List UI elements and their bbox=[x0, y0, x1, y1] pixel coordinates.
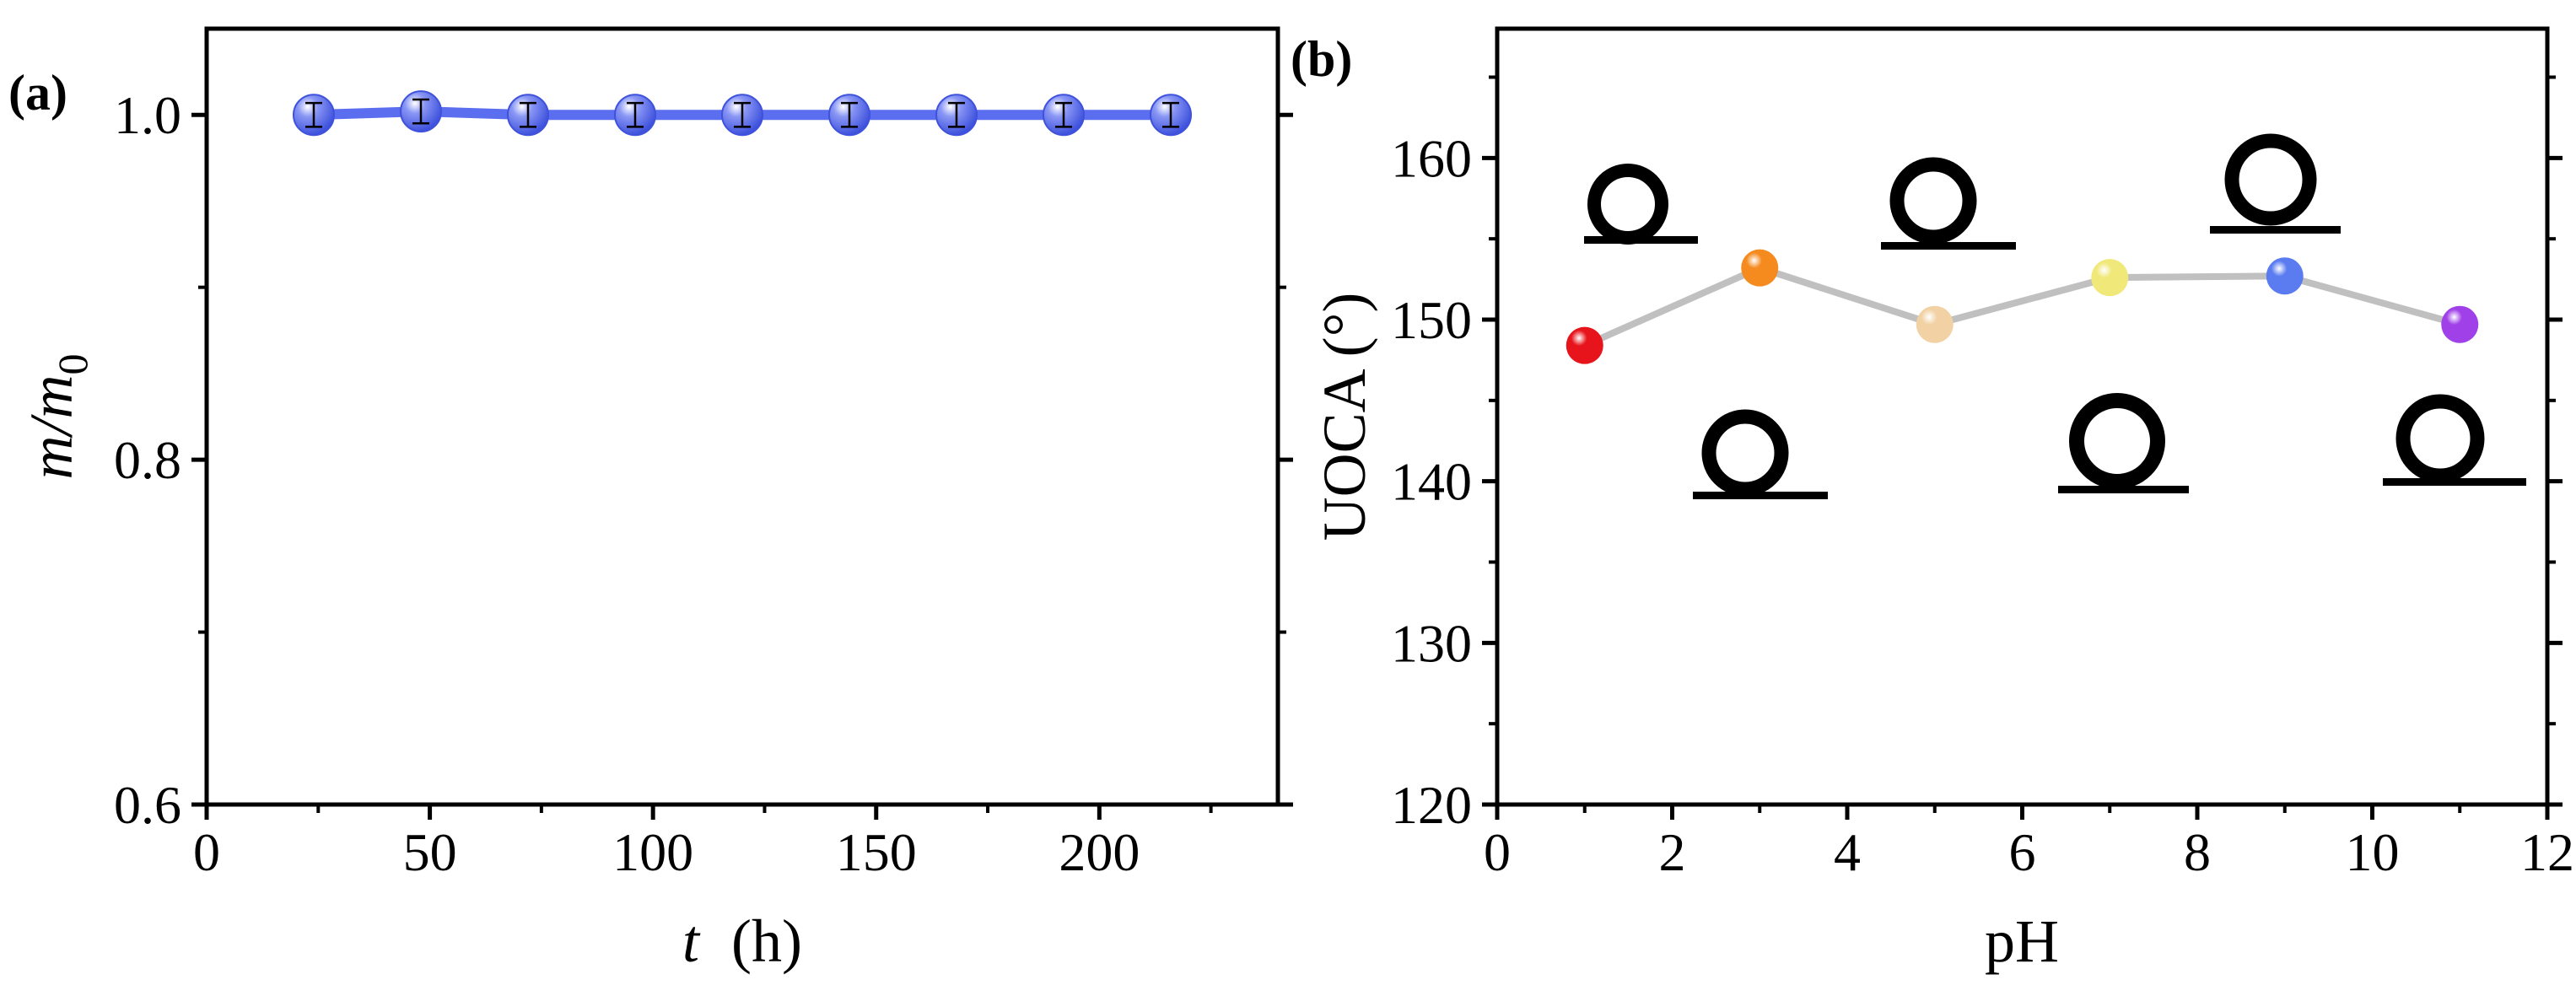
panel-a: 0 50 100 150 200 0.6 0.8 1.0 (a) t (h) m/m0 bbox=[8, 26, 1293, 975]
panel-a-y-num: m bbox=[18, 436, 85, 480]
droplet-5 bbox=[2210, 133, 2341, 234]
x-tick-label: 10 bbox=[2346, 822, 2400, 882]
panel-b-label: (b) bbox=[1291, 31, 1352, 87]
panel-a-frame bbox=[204, 26, 1280, 807]
data-point bbox=[1566, 326, 1603, 364]
y-tick-label: 0.6 bbox=[114, 775, 181, 835]
x-tick-label: 100 bbox=[612, 822, 693, 882]
y-tick-label: 120 bbox=[1391, 775, 1472, 835]
x-tick-label: 200 bbox=[1059, 822, 1140, 882]
y-tick-label: 1.0 bbox=[114, 85, 181, 145]
x-tick-label: 150 bbox=[836, 822, 917, 882]
panel-a-x-var: t bbox=[682, 907, 701, 975]
panel-b-frame bbox=[1495, 26, 2550, 807]
x-tick-label: 0 bbox=[193, 822, 220, 882]
data-point bbox=[2091, 259, 2129, 297]
x-tick-label: 12 bbox=[2520, 822, 2574, 882]
panel-a-x-axis-title: t (h) bbox=[682, 907, 802, 975]
data-point bbox=[1741, 249, 1779, 287]
x-tick-label: 8 bbox=[2184, 822, 2211, 882]
droplet-3 bbox=[1881, 157, 2016, 250]
x-tick-label: 0 bbox=[1484, 822, 1511, 882]
y-tick-label: 0.8 bbox=[114, 430, 181, 490]
panel-a-x-unit: (h) bbox=[731, 907, 802, 975]
y-tick-label: 130 bbox=[1391, 613, 1472, 673]
droplet-2 bbox=[1693, 409, 1828, 499]
x-tick-label: 6 bbox=[2009, 822, 2036, 882]
data-point bbox=[2266, 257, 2304, 295]
droplet-4 bbox=[2058, 393, 2189, 493]
panel-a-y-ticks: 0.6 0.8 1.0 bbox=[114, 85, 1293, 835]
panel-a-x-ticks: 0 50 100 150 200 bbox=[193, 805, 1213, 882]
series-line bbox=[1583, 264, 2461, 349]
y-tick-label: 150 bbox=[1391, 290, 1472, 350]
panel-a-y-den: m bbox=[18, 374, 85, 418]
panel-b: 0 2 4 6 8 10 12 120 130 140 150 160 (b) pH bbox=[1291, 26, 2574, 975]
panel-a-y-axis-title: m/m0 bbox=[18, 353, 96, 479]
panel-a-label: (a) bbox=[8, 65, 67, 121]
data-point bbox=[2441, 305, 2479, 343]
panel-b-y-axis-title: UOCA (°) bbox=[1311, 293, 1378, 541]
y-tick-label: 160 bbox=[1391, 128, 1472, 188]
panel-b-series bbox=[1566, 249, 2479, 364]
x-tick-label: 50 bbox=[403, 822, 457, 882]
x-tick-label: 2 bbox=[1659, 822, 1686, 882]
panel-b-x-axis-title: pH bbox=[1985, 907, 2059, 975]
panel-a-series bbox=[293, 90, 1192, 137]
droplet-1 bbox=[1584, 164, 1698, 245]
x-tick-label: 4 bbox=[1834, 822, 1861, 882]
y-tick-label: 140 bbox=[1391, 452, 1472, 512]
panel-b-y-ticks: 120 130 140 150 160 bbox=[1391, 75, 2563, 835]
droplet-6 bbox=[2383, 394, 2526, 486]
data-point bbox=[1916, 305, 1954, 343]
panel-a-y-den-sub: 0 bbox=[49, 353, 96, 374]
panel-b-x-ticks: 0 2 4 6 8 10 12 bbox=[1484, 805, 2574, 882]
